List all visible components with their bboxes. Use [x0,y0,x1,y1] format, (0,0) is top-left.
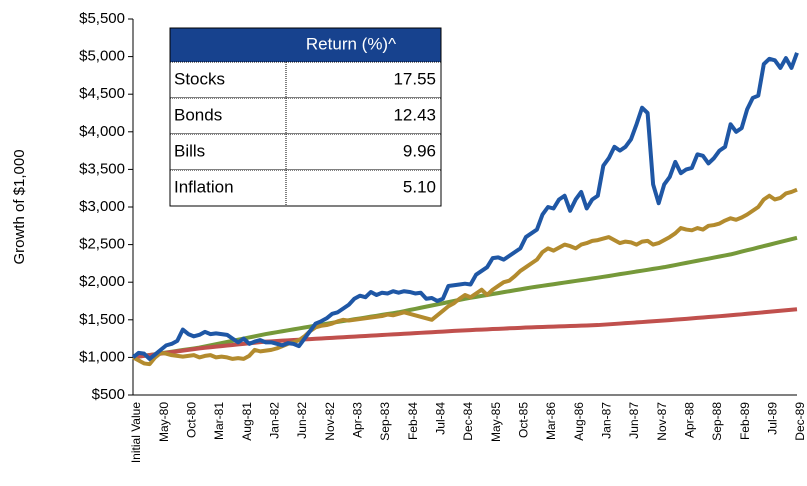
table-cell: Bonds [174,105,222,124]
y-tick-label: $1,500 [79,311,125,328]
x-tick-label: Sep-88 [710,402,724,441]
table-cell: 5.10 [403,177,436,196]
x-tick-label: Aug-86 [572,402,586,441]
x-tick-label: Apr-88 [683,402,697,438]
y-tick-label: $5,000 [79,48,125,65]
table-header: Return (%)^ [306,34,396,53]
series-line [132,187,798,367]
x-tick-label: Nov-87 [655,402,669,441]
x-tick-label: Aug-81 [240,402,254,441]
x-tick-label: Initial Value [129,402,143,463]
x-tick-label: Jan-87 [600,402,614,439]
x-tick-label: Jan-82 [268,402,282,439]
x-tick-label: Jul-84 [434,402,448,435]
table-cell: Inflation [174,177,234,196]
x-tick-label: Jun-87 [627,402,641,439]
x-tick-label: May-80 [157,402,171,442]
table-cell: 12.43 [393,105,436,124]
x-tick-label: Feb-89 [738,402,752,440]
y-tick-label: $2,000 [79,273,125,290]
x-tick-label: Oct-80 [185,402,199,438]
x-tick-label: Jul-89 [766,402,780,435]
table-cell: Bills [174,141,205,160]
x-tick-label: Sep-83 [378,402,392,441]
series-line [132,307,798,360]
x-tick-label: Oct-85 [517,402,531,438]
table-border [169,27,442,207]
x-tick-label: Apr-83 [351,402,365,438]
y-tick-label: $3,500 [79,160,125,177]
y-tick-label: $4,500 [79,85,125,102]
x-tick-label: May-85 [489,402,503,442]
x-tick-label: Dec-89 [793,402,807,441]
table-cell: 9.96 [403,141,436,160]
y-axis-label: Growth of $1,000 [11,149,28,264]
table-cell: Stocks [174,69,225,88]
x-tick-label: Nov-82 [323,402,337,441]
table-header-bg [170,28,441,62]
y-tick-label: $1,000 [79,348,125,365]
table-row [169,133,442,171]
table-cell: 17.55 [393,69,436,88]
x-tick-label: Jun-82 [295,402,309,439]
y-tick-label: $2,500 [79,236,125,253]
x-tick-label: Mar-81 [212,402,226,440]
series-line [131,52,799,361]
x-tick-label: Mar-86 [544,402,558,440]
y-tick-label: $5,500 [79,10,125,27]
y-tick-label: $4,000 [79,123,125,140]
y-tick-label: $3,000 [79,198,125,215]
x-tick-label: Feb-84 [406,402,420,440]
x-tick-label: Dec-84 [461,402,475,441]
y-tick-label: $500 [92,386,125,403]
table-row [169,97,442,135]
